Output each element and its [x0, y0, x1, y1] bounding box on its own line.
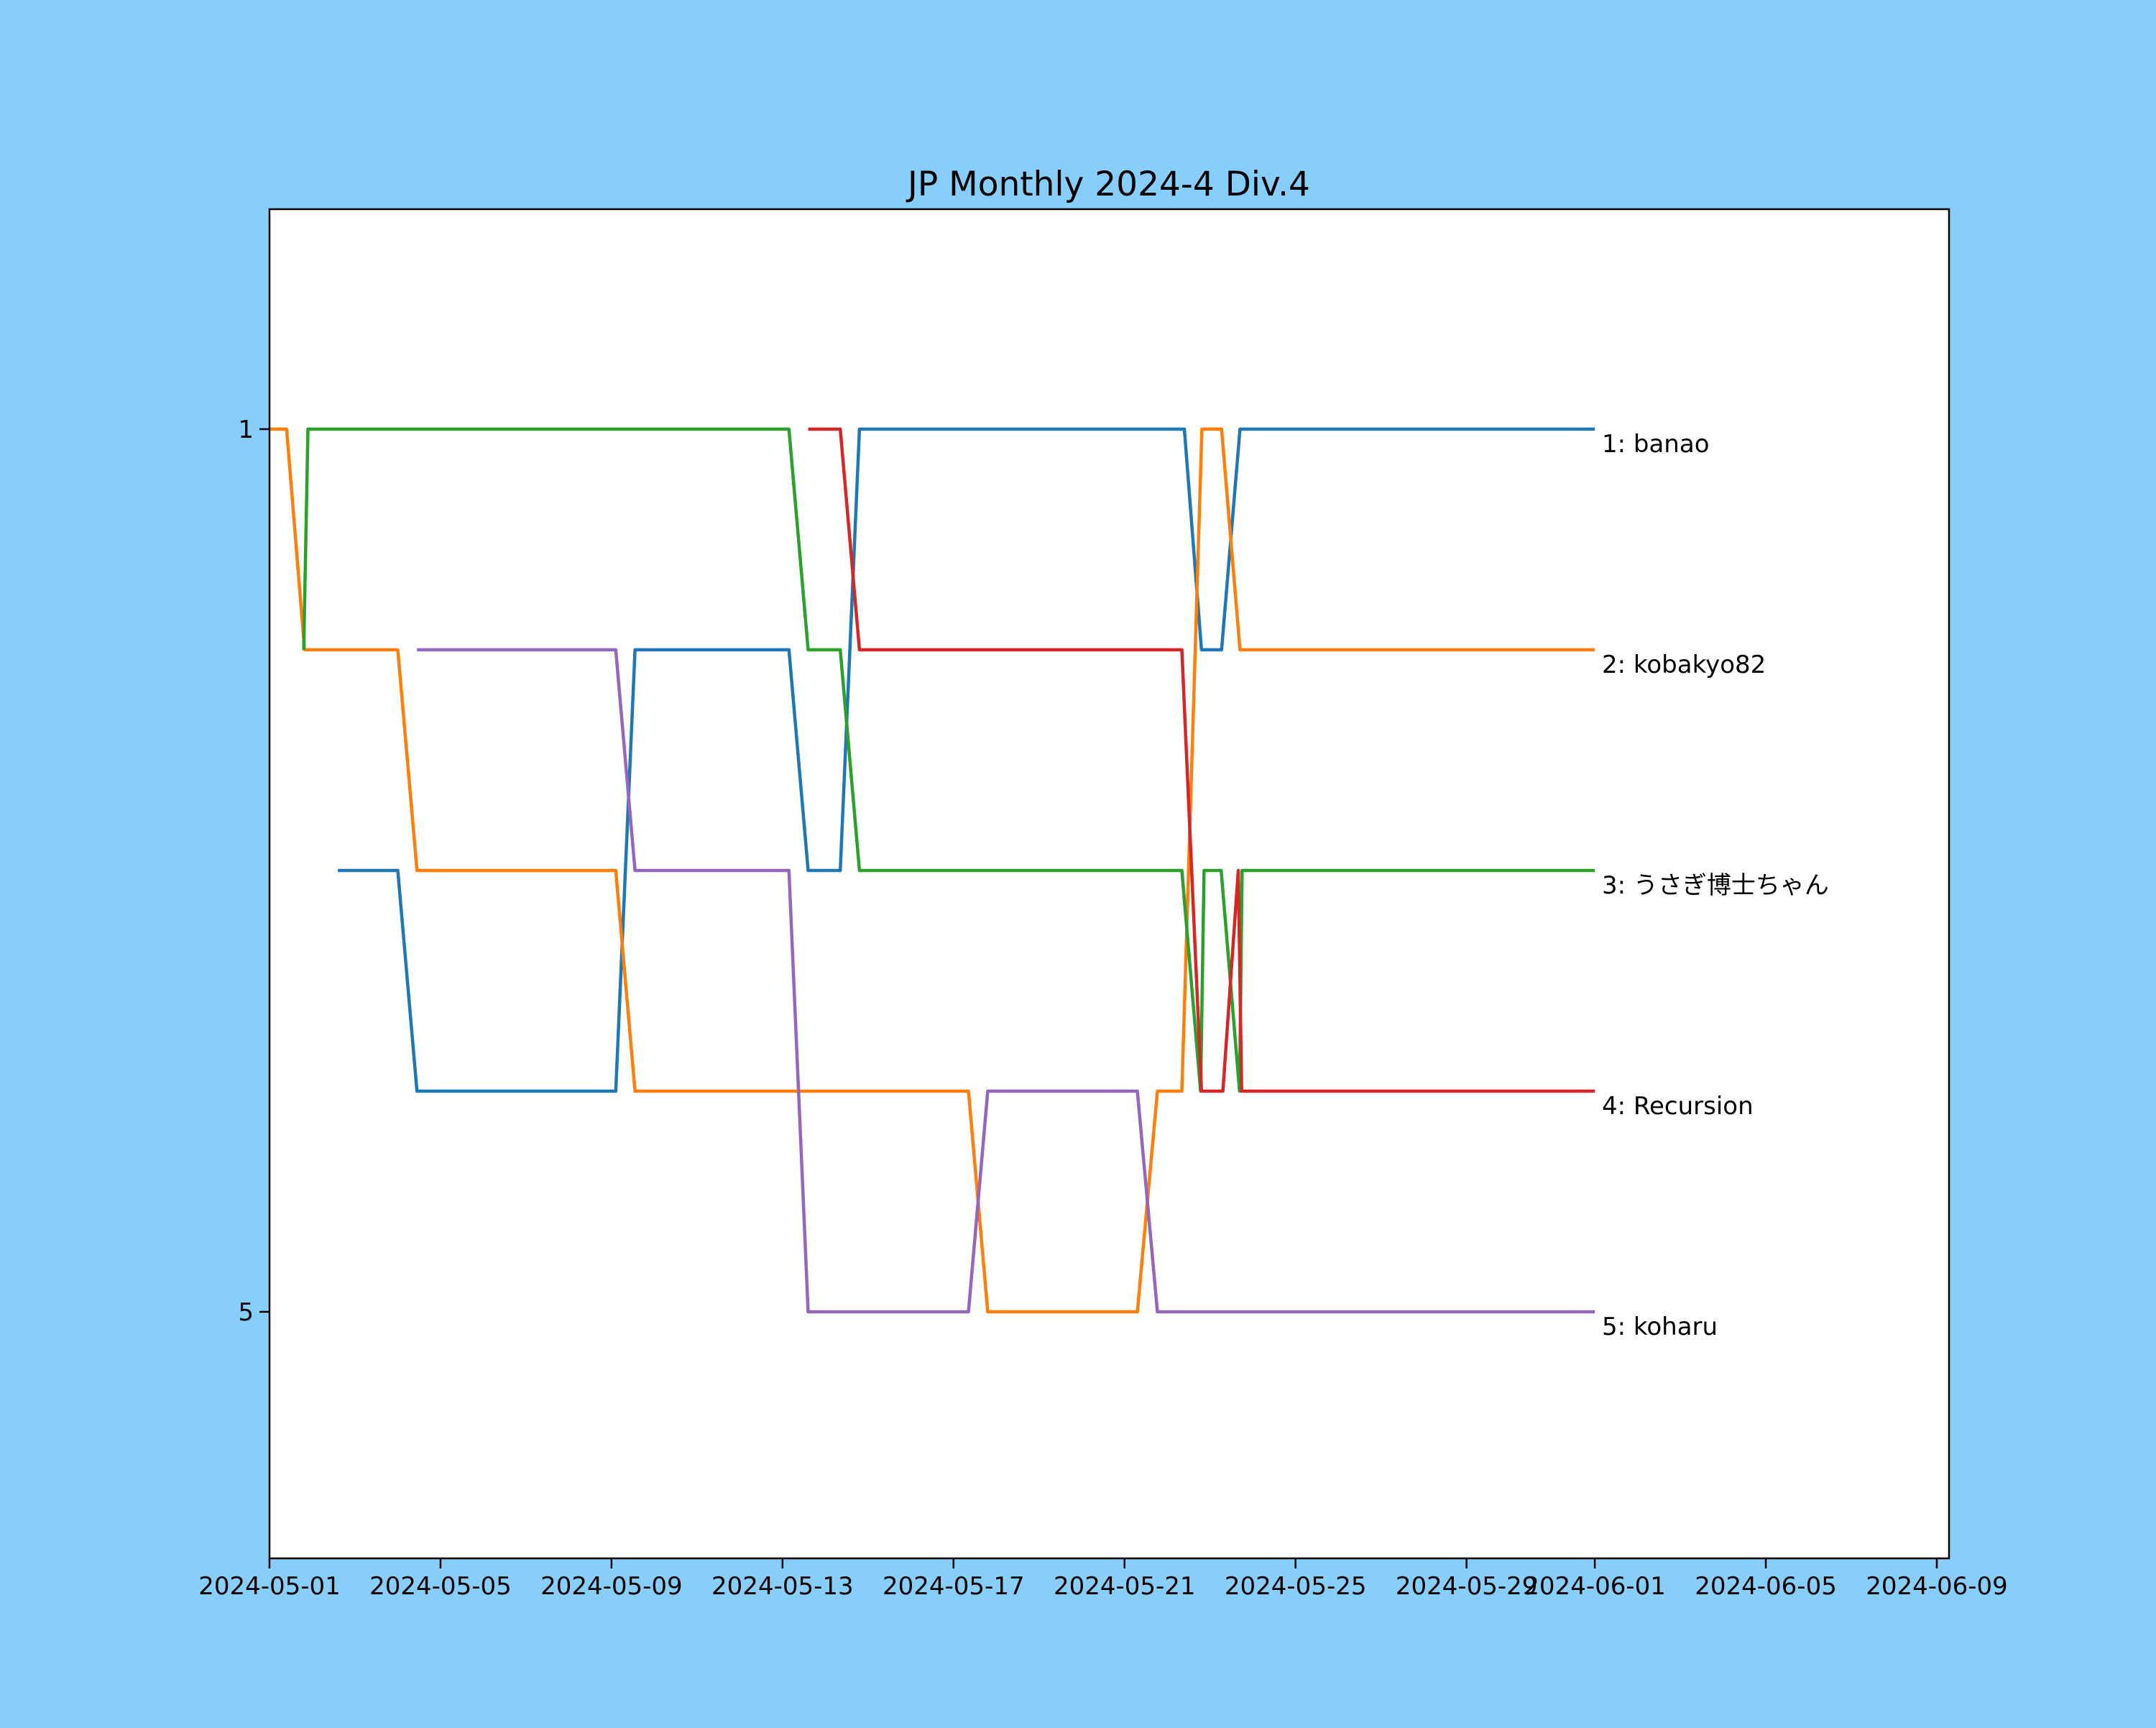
- x-tick-label: 2024-05-29: [1396, 1572, 1538, 1601]
- plot-content: 2024-05-01 2024-05-05 2024-05-09 2024-05-13…: [198, 415, 2008, 1601]
- x-tick-label: 2024-05-21: [1054, 1572, 1196, 1601]
- x-tick-label: 2024-05-05: [369, 1572, 512, 1601]
- x-tick-label: 2024-05-13: [711, 1572, 854, 1601]
- x-tick-label: 2024-05-25: [1225, 1572, 1367, 1601]
- series-label-1: 1: banao: [1602, 430, 1710, 459]
- x-tick-label: 2024-05-09: [540, 1572, 683, 1601]
- chart-title: JP Monthly 2024-4 Div.4: [906, 165, 1310, 204]
- x-tick-label: 2024-05-17: [883, 1572, 1025, 1601]
- y-tick-label: 5: [238, 1298, 254, 1327]
- series-line-3: [302, 427, 1595, 1093]
- x-tick-label: 2024-06-09: [1866, 1572, 2008, 1601]
- y-tick-label: 1: [238, 415, 254, 444]
- plot-area: [270, 209, 1949, 1558]
- x-tick-label: 2024-06-01: [1524, 1572, 1666, 1601]
- x-tick-label: 2024-05-01: [198, 1572, 341, 1601]
- plot-border: [268, 208, 1950, 1560]
- series-line-5: [417, 648, 1595, 1314]
- series-line-4: [808, 427, 1595, 1093]
- series-label-2: 2: kobakyo82: [1602, 651, 1766, 679]
- series-label-4: 4: Recursion: [1602, 1092, 1754, 1121]
- x-tick-label: 2024-06-05: [1695, 1572, 1837, 1601]
- series-label-3: 3: うさぎ博士ちゃん: [1602, 871, 1829, 900]
- series-line-1: [338, 427, 1595, 1093]
- series-label-5: 5: koharu: [1602, 1313, 1718, 1341]
